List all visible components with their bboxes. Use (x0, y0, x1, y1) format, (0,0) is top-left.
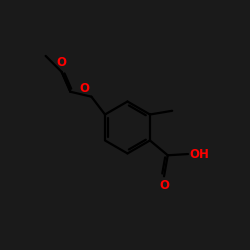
Text: OH: OH (189, 148, 209, 160)
Text: O: O (57, 56, 67, 69)
Text: O: O (159, 179, 169, 192)
Text: O: O (80, 82, 90, 96)
